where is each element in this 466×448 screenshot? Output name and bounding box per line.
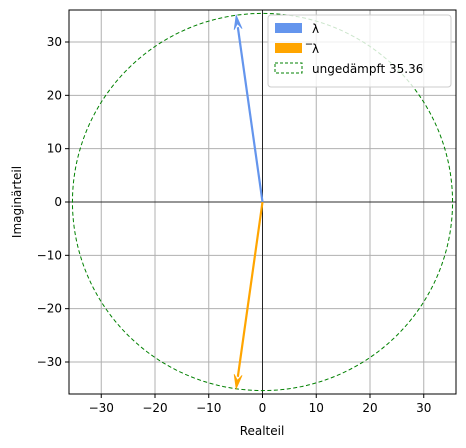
eigenvalue-arrow [233, 201, 264, 391]
y-tick-label: 30 [47, 35, 62, 49]
arrow-series [233, 13, 264, 391]
legend-label: λ [312, 22, 319, 36]
x-axis-label: Realteil [240, 424, 285, 438]
y-axis-label: Imaginärteil [10, 166, 24, 238]
arrow-shaft [236, 27, 264, 203]
x-ticks: −30 −20 −10 0 10 20 30 [89, 394, 431, 415]
legend-swatch [275, 23, 302, 33]
x-tick-label: 20 [362, 401, 377, 415]
x-tick-label: 0 [259, 401, 267, 415]
y-tick-label: 0 [54, 195, 62, 209]
legend-label: ungedämpft 35.36 [312, 62, 423, 76]
x-tick-label: −10 [196, 401, 221, 415]
x-tick-label: −20 [142, 401, 167, 415]
y-tick-label: 10 [47, 142, 62, 156]
eigenvalue-arrow [233, 13, 264, 203]
legend-box [267, 14, 452, 88]
arrow-head [233, 374, 243, 391]
x-tick-label: −30 [89, 401, 114, 415]
y-ticks: −30 −20 −10 0 10 20 30 [37, 35, 69, 369]
y-tick-label: −20 [37, 302, 62, 316]
y-tick-label: −30 [37, 355, 62, 369]
legend-swatch [275, 43, 302, 53]
y-tick-label: 20 [47, 88, 62, 102]
arrow-head [233, 13, 243, 30]
x-tick-label: 30 [416, 401, 431, 415]
legend-swatch [274, 62, 303, 74]
x-tick-label: 10 [309, 401, 324, 415]
arrow-shaft [236, 201, 264, 377]
y-tick-label: −10 [37, 248, 62, 262]
